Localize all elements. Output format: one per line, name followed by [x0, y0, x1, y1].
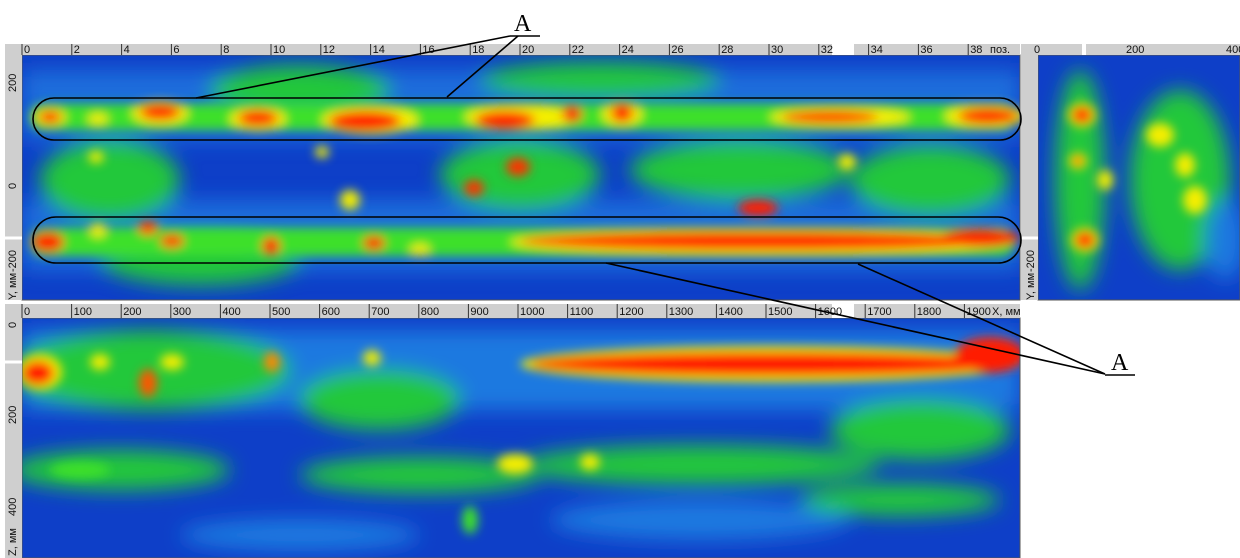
bottom-x-tick-1400: 1400: [718, 306, 742, 318]
top-x-tick-28: 28: [721, 44, 733, 56]
top-x-tick-22: 22: [572, 44, 584, 56]
side-y-unit: Y, мм: [1025, 273, 1037, 300]
top-x-tick-4: 4: [124, 44, 130, 56]
bottom-x-tick-1500: 1500: [768, 306, 792, 318]
top-x-tick-16: 16: [422, 44, 434, 56]
top-x-tick-38: 38: [970, 44, 982, 56]
bottom-y-unit: Z, мм: [7, 528, 19, 556]
top-x-tick-26: 26: [671, 44, 683, 56]
bottom-x-tick-1200: 1200: [619, 306, 643, 318]
top-x-tick-32: 32: [821, 44, 833, 56]
bottom-y-tick-200: 200: [7, 406, 19, 424]
top-x-tick-14: 14: [373, 44, 385, 56]
annotation-label-right: A: [1111, 350, 1129, 376]
top-x-tick-8: 8: [223, 44, 229, 56]
top-x-tick-12: 12: [323, 44, 335, 56]
side-y-tick-neg200: -200: [1025, 250, 1037, 272]
bottom-y-tick-400: 400: [7, 498, 19, 516]
bottom-x-tick-1800: 1800: [917, 306, 941, 318]
top-x-tick-36: 36: [920, 44, 932, 56]
lower-defect-outline: [32, 216, 1022, 264]
side-x-tick-400: 400: [1226, 44, 1240, 56]
bottom-x-tick-1000: 1000: [520, 306, 544, 318]
side-x-tick-200: 200: [1126, 44, 1144, 56]
bottom-x-tick-1900: 1900: [966, 306, 990, 318]
top-x-tick-30: 30: [771, 44, 783, 56]
leader-line-right-1: [605, 262, 1106, 375]
top-x-tick-20: 20: [522, 44, 534, 56]
bottom-x-tick-100: 100: [74, 306, 92, 318]
upper-defect-outline: [32, 97, 1022, 141]
top-x-tick-24: 24: [622, 44, 634, 56]
top-scan-panel: 0 2 4 6 8 10 12 14 16 18 20 22 24 26 28 30 32 34 36 38 поз.…: [5, 44, 1021, 301]
bottom-scan-panel: 0 100 200 300 400 500 600 700 800 900 1000 1100 1200…: [5, 304, 1021, 558]
top-x-tick-34: 34: [871, 44, 883, 56]
leader-line-right-2: [857, 263, 1106, 375]
bottom-x-tick-200: 200: [123, 306, 141, 318]
annotation-label-top: A: [514, 11, 532, 37]
top-x-tick-2: 2: [74, 44, 80, 56]
bottom-x-tick-500: 500: [272, 306, 290, 318]
annotation-overlay: [32, 35, 1135, 376]
top-y-unit: Y, мм: [7, 273, 19, 300]
top-x-tick-0: 0: [24, 44, 30, 56]
bottom-x-tick-700: 700: [371, 306, 389, 318]
leader-line-top-1: [195, 35, 511, 99]
top-x-unit: поз.: [990, 44, 1010, 56]
bottom-x-tick-1100: 1100: [570, 306, 594, 318]
bottom-x-tick-900: 900: [470, 306, 488, 318]
bottom-x-tick-600: 600: [322, 306, 340, 318]
top-x-axis-ticks: 0 2 4 6 8 10 12 14 16 18 20 22 24 26 28 30 32 34 36 38: [21, 44, 982, 56]
bottom-x-tick-400: 400: [222, 306, 240, 318]
leader-line-top-2: [446, 35, 519, 98]
side-x-tick-0: 0: [1034, 44, 1040, 56]
top-y-tick-neg200: -200: [7, 250, 19, 272]
bottom-x-tick-1300: 1300: [669, 306, 693, 318]
bottom-x-tick-1700: 1700: [867, 306, 891, 318]
top-y-tick-0: 0: [7, 183, 19, 189]
bottom-x-unit: X, мм: [992, 306, 1021, 318]
top-x-tick-10: 10: [273, 44, 285, 56]
top-x-tick-6: 6: [173, 44, 179, 56]
bottom-y-tick-0: 0: [7, 322, 19, 328]
bottom-x-tick-800: 800: [421, 306, 439, 318]
bottom-x-tick-0: 0: [24, 306, 30, 318]
side-scan-panel: 0 200 400 -200 Y, мм: [1021, 44, 1240, 301]
top-y-tick-200: 200: [7, 74, 19, 92]
top-x-tick-18: 18: [472, 44, 484, 56]
bottom-x-tick-300: 300: [173, 306, 191, 318]
